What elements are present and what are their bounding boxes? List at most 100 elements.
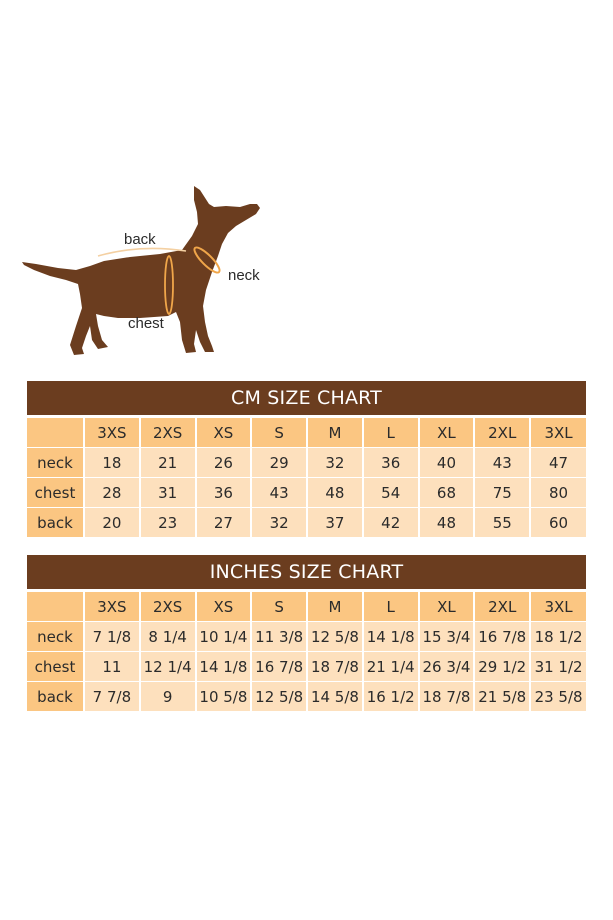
size-label: M xyxy=(307,418,364,448)
value-cell: 32 xyxy=(307,447,364,478)
value-cell: 40 xyxy=(418,447,476,478)
dog-silhouette xyxy=(22,186,260,355)
neck-label: neck xyxy=(228,267,260,284)
value-cell: 21 1/4 xyxy=(362,651,420,682)
value-cell: 75 xyxy=(474,477,532,508)
dog-illustration: back neck chest xyxy=(22,186,260,355)
value-cell: 80 xyxy=(530,477,586,508)
value-cell: 14 1/8 xyxy=(362,621,420,652)
value-cell: 14 5/8 xyxy=(307,681,364,712)
inches-size-header-row: 3XS 2XS XS S M L XL 2XL 3XL xyxy=(27,592,586,622)
inches-size-table: 3XS 2XS XS S M L XL 2XL 3XL neck 7 1/8 8… xyxy=(27,592,586,712)
value-cell: 16 1/2 xyxy=(362,681,420,712)
size-label: 3XL xyxy=(530,592,586,622)
size-label: 2XL xyxy=(474,592,532,622)
row-label: back xyxy=(27,507,85,538)
chest-measure-line xyxy=(164,255,174,315)
row-label: chest xyxy=(27,477,85,508)
size-label: M xyxy=(307,592,364,622)
size-label: 3XS xyxy=(84,418,141,448)
cm-size-header-row: 3XS 2XS XS S M L XL 2XL 3XL xyxy=(27,418,586,448)
value-cell: 48 xyxy=(418,507,476,538)
table-row: chest 28 31 36 43 48 54 68 75 80 xyxy=(27,477,586,508)
row-label: back xyxy=(27,681,85,712)
value-cell: 23 5/8 xyxy=(530,681,586,712)
size-label: L xyxy=(362,592,420,622)
value-cell: 18 7/8 xyxy=(418,681,476,712)
value-cell: 16 7/8 xyxy=(251,651,309,682)
size-label: 2XS xyxy=(139,592,197,622)
value-cell: 55 xyxy=(474,507,532,538)
size-label: XS xyxy=(195,418,253,448)
table-row: neck 7 1/8 8 1/4 10 1/4 11 3/8 12 5/8 14… xyxy=(27,621,586,652)
value-cell: 21 5/8 xyxy=(474,681,532,712)
value-cell: 37 xyxy=(307,507,364,538)
value-cell: 43 xyxy=(474,447,532,478)
corner-cell xyxy=(27,418,85,448)
value-cell: 7 1/8 xyxy=(84,621,141,652)
value-cell: 11 3/8 xyxy=(251,621,309,652)
row-label: chest xyxy=(27,651,85,682)
value-cell: 18 1/2 xyxy=(530,621,586,652)
table-row: chest 11 12 1/4 14 1/8 16 7/8 18 7/8 21 … xyxy=(27,651,586,682)
value-cell: 12 5/8 xyxy=(307,621,364,652)
cm-chart-title: CM SIZE CHART xyxy=(27,381,586,415)
size-label: 2XS xyxy=(139,418,197,448)
value-cell: 47 xyxy=(530,447,586,478)
size-label: XL xyxy=(418,418,476,448)
size-label: 3XS xyxy=(84,592,141,622)
value-cell: 9 xyxy=(139,681,197,712)
neck-measure-line xyxy=(193,246,221,274)
value-cell: 18 7/8 xyxy=(307,651,364,682)
row-label: neck xyxy=(27,447,85,478)
value-cell: 31 1/2 xyxy=(530,651,586,682)
value-cell: 21 xyxy=(139,447,197,478)
size-label: XS xyxy=(195,592,253,622)
value-cell: 54 xyxy=(362,477,420,508)
value-cell: 18 xyxy=(84,447,141,478)
value-cell: 31 xyxy=(139,477,197,508)
value-cell: 26 xyxy=(195,447,253,478)
value-cell: 15 3/4 xyxy=(418,621,476,652)
size-label: XL xyxy=(418,592,476,622)
value-cell: 60 xyxy=(530,507,586,538)
value-cell: 27 xyxy=(195,507,253,538)
size-label: S xyxy=(251,592,309,622)
value-cell: 29 1/2 xyxy=(474,651,532,682)
corner-cell xyxy=(27,592,85,622)
value-cell: 11 xyxy=(84,651,141,682)
value-cell: 68 xyxy=(418,477,476,508)
value-cell: 23 xyxy=(139,507,197,538)
dog-measurement-diagram: back neck chest xyxy=(0,170,300,370)
value-cell: 32 xyxy=(251,507,309,538)
value-cell: 28 xyxy=(84,477,141,508)
cm-size-chart: CM SIZE CHART 3XS 2XS XS S M L XL 2XL 3X… xyxy=(27,381,586,538)
table-row: back 20 23 27 32 37 42 48 55 60 xyxy=(27,507,586,538)
table-row: back 7 7/8 9 10 5/8 12 5/8 14 5/8 16 1/2… xyxy=(27,681,586,712)
back-label: back xyxy=(124,231,156,248)
row-label: neck xyxy=(27,621,85,652)
cm-size-table: 3XS 2XS XS S M L XL 2XL 3XL neck 18 21 2… xyxy=(27,418,586,538)
value-cell: 14 1/8 xyxy=(195,651,253,682)
back-measure-line xyxy=(97,247,187,257)
value-cell: 10 1/4 xyxy=(195,621,253,652)
size-label: 3XL xyxy=(530,418,586,448)
value-cell: 43 xyxy=(251,477,309,508)
value-cell: 12 1/4 xyxy=(139,651,197,682)
size-label: 2XL xyxy=(474,418,532,448)
inches-chart-title: INCHES SIZE CHART xyxy=(27,555,586,589)
value-cell: 8 1/4 xyxy=(139,621,197,652)
value-cell: 7 7/8 xyxy=(84,681,141,712)
value-cell: 20 xyxy=(84,507,141,538)
chest-label: chest xyxy=(128,315,165,332)
inches-size-chart: INCHES SIZE CHART 3XS 2XS XS S M L XL 2X… xyxy=(27,555,586,712)
value-cell: 29 xyxy=(251,447,309,478)
value-cell: 26 3/4 xyxy=(418,651,476,682)
value-cell: 16 7/8 xyxy=(474,621,532,652)
size-label: S xyxy=(251,418,309,448)
size-label: L xyxy=(362,418,420,448)
value-cell: 12 5/8 xyxy=(251,681,309,712)
value-cell: 48 xyxy=(307,477,364,508)
value-cell: 42 xyxy=(362,507,420,538)
value-cell: 36 xyxy=(195,477,253,508)
